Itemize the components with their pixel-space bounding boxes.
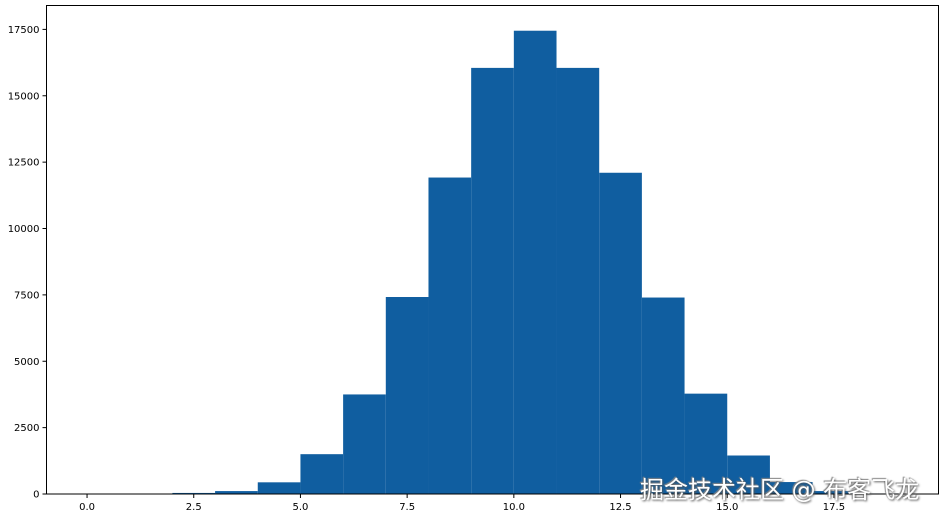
histogram-bar (556, 67, 600, 494)
y-axis: 0 2500 5000 7500 10000 12500 15000 17500 (8, 25, 47, 501)
x-tick-label: 15.0 (716, 502, 738, 513)
watermark: 掘金技术社区 @ 布客飞龙 (640, 476, 920, 504)
x-tick-label: 17.5 (823, 502, 845, 513)
histogram-bar (428, 177, 472, 494)
bars (172, 30, 898, 495)
histogram-bar (215, 491, 258, 494)
y-tick-label: 12500 (8, 158, 40, 169)
y-tick-label: 5000 (14, 357, 39, 368)
histogram-bar (257, 482, 301, 494)
y-tick-label: 2500 (14, 423, 39, 434)
histogram-bar (641, 297, 685, 494)
histogram-bar (812, 491, 856, 494)
histogram-bar (385, 297, 429, 494)
y-tick-label: 0 (33, 490, 39, 501)
y-tick-label: 15000 (8, 91, 40, 102)
histogram-bar (172, 492, 216, 494)
x-tick-label: 7.5 (399, 502, 415, 513)
y-tick-label: 10000 (8, 224, 40, 235)
histogram-bar (684, 393, 728, 494)
histogram-bar (300, 454, 344, 494)
histogram-bar (727, 455, 770, 494)
y-tick-label: 7500 (14, 290, 39, 301)
histogram-bar (471, 67, 514, 494)
x-tick-label: 10.0 (503, 502, 525, 513)
histogram-bar (343, 394, 386, 494)
x-tick-label: 0.0 (79, 502, 95, 513)
histogram-bar (769, 482, 813, 494)
histogram-bar (513, 30, 557, 495)
x-axis: 0.0 2.5 5.0 7.5 10.0 12.5 15.0 17.5 (79, 494, 845, 513)
x-tick-label: 2.5 (186, 502, 202, 513)
y-tick-label: 17500 (8, 25, 40, 36)
histogram-bar (599, 172, 642, 494)
x-tick-label: 5.0 (292, 502, 308, 513)
plot-frame (46, 5, 939, 495)
x-tick-label: 12.5 (609, 502, 631, 513)
